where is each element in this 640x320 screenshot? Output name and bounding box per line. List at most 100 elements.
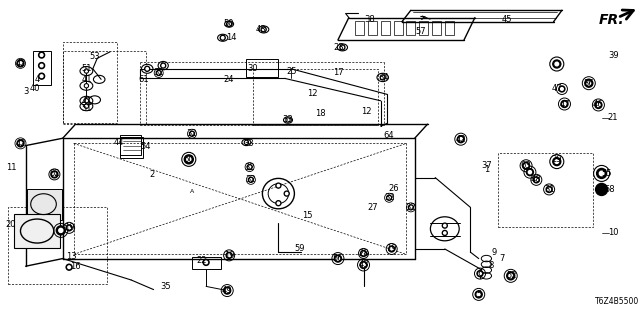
Circle shape xyxy=(360,261,367,268)
Circle shape xyxy=(68,227,70,229)
Circle shape xyxy=(38,73,45,79)
Circle shape xyxy=(191,132,193,135)
Circle shape xyxy=(597,103,600,107)
Circle shape xyxy=(561,88,563,90)
Bar xyxy=(8,207,107,284)
Text: 43: 43 xyxy=(256,25,266,34)
Bar xyxy=(406,21,415,35)
Circle shape xyxy=(205,261,207,264)
Text: 47: 47 xyxy=(559,100,570,109)
Circle shape xyxy=(477,293,480,296)
Circle shape xyxy=(84,69,88,73)
Circle shape xyxy=(380,75,385,80)
Circle shape xyxy=(360,251,367,256)
Text: 36: 36 xyxy=(584,79,594,88)
Circle shape xyxy=(187,157,191,161)
Circle shape xyxy=(390,248,393,250)
Text: 1: 1 xyxy=(484,165,489,174)
Bar xyxy=(33,51,51,85)
Circle shape xyxy=(561,100,568,108)
Text: 40: 40 xyxy=(30,84,40,93)
Text: 42: 42 xyxy=(15,139,26,148)
Circle shape xyxy=(381,76,384,79)
Circle shape xyxy=(224,287,230,294)
Circle shape xyxy=(410,206,412,209)
Bar xyxy=(432,21,441,35)
Text: 39: 39 xyxy=(608,51,618,60)
Bar xyxy=(120,135,141,155)
Circle shape xyxy=(84,99,88,103)
Text: 34: 34 xyxy=(379,73,389,82)
Bar xyxy=(419,21,428,35)
Circle shape xyxy=(477,271,483,276)
Circle shape xyxy=(442,230,447,236)
Bar xyxy=(381,21,390,35)
Circle shape xyxy=(388,196,390,199)
Text: 33: 33 xyxy=(283,116,293,124)
Text: 60: 60 xyxy=(184,155,194,164)
Text: 64: 64 xyxy=(384,131,394,140)
Circle shape xyxy=(596,183,607,196)
Text: 5: 5 xyxy=(476,290,481,299)
Circle shape xyxy=(535,179,538,181)
Circle shape xyxy=(226,252,232,258)
Circle shape xyxy=(362,252,365,255)
Circle shape xyxy=(86,85,87,87)
Text: 41: 41 xyxy=(81,97,92,106)
Text: 17: 17 xyxy=(333,68,343,77)
Bar xyxy=(253,69,378,125)
Circle shape xyxy=(221,36,224,39)
Circle shape xyxy=(340,45,345,50)
Text: 31: 31 xyxy=(544,185,554,194)
Circle shape xyxy=(476,291,482,298)
Circle shape xyxy=(86,100,87,102)
Text: 63: 63 xyxy=(521,161,531,170)
Circle shape xyxy=(596,168,607,179)
Circle shape xyxy=(227,21,232,27)
Text: 45: 45 xyxy=(502,15,512,24)
Circle shape xyxy=(442,223,447,228)
Circle shape xyxy=(40,75,43,77)
Circle shape xyxy=(244,140,248,144)
Bar xyxy=(355,21,364,35)
Text: 51: 51 xyxy=(81,104,92,113)
Circle shape xyxy=(161,63,166,68)
Text: 61: 61 xyxy=(139,75,149,84)
Circle shape xyxy=(38,63,45,68)
Circle shape xyxy=(559,86,565,92)
Circle shape xyxy=(228,254,230,257)
Bar xyxy=(394,21,403,35)
Circle shape xyxy=(220,35,225,40)
Text: 33: 33 xyxy=(243,139,253,148)
Circle shape xyxy=(38,52,45,58)
Circle shape xyxy=(341,46,344,49)
Bar xyxy=(368,21,377,35)
Bar xyxy=(498,153,593,227)
Text: FR.: FR. xyxy=(598,13,624,28)
Text: 32: 32 xyxy=(246,175,256,184)
Text: 43: 43 xyxy=(358,260,369,269)
Circle shape xyxy=(553,60,561,68)
Circle shape xyxy=(525,164,527,167)
Text: 7: 7 xyxy=(500,254,505,263)
Bar xyxy=(192,257,221,269)
Circle shape xyxy=(17,140,24,147)
Circle shape xyxy=(250,179,252,181)
Circle shape xyxy=(84,104,88,108)
Text: 18: 18 xyxy=(315,109,325,118)
Circle shape xyxy=(146,68,148,70)
Circle shape xyxy=(53,173,56,176)
Circle shape xyxy=(388,246,395,252)
Circle shape xyxy=(599,171,604,176)
Circle shape xyxy=(246,141,247,143)
Circle shape xyxy=(479,272,481,275)
Text: 32: 32 xyxy=(406,203,416,212)
Circle shape xyxy=(458,136,464,143)
Text: 12: 12 xyxy=(361,107,371,116)
Text: 11: 11 xyxy=(6,164,17,172)
Text: 21: 21 xyxy=(608,113,618,122)
Bar xyxy=(63,42,117,123)
Circle shape xyxy=(387,195,392,200)
Circle shape xyxy=(408,205,413,210)
Text: 41: 41 xyxy=(81,75,92,84)
